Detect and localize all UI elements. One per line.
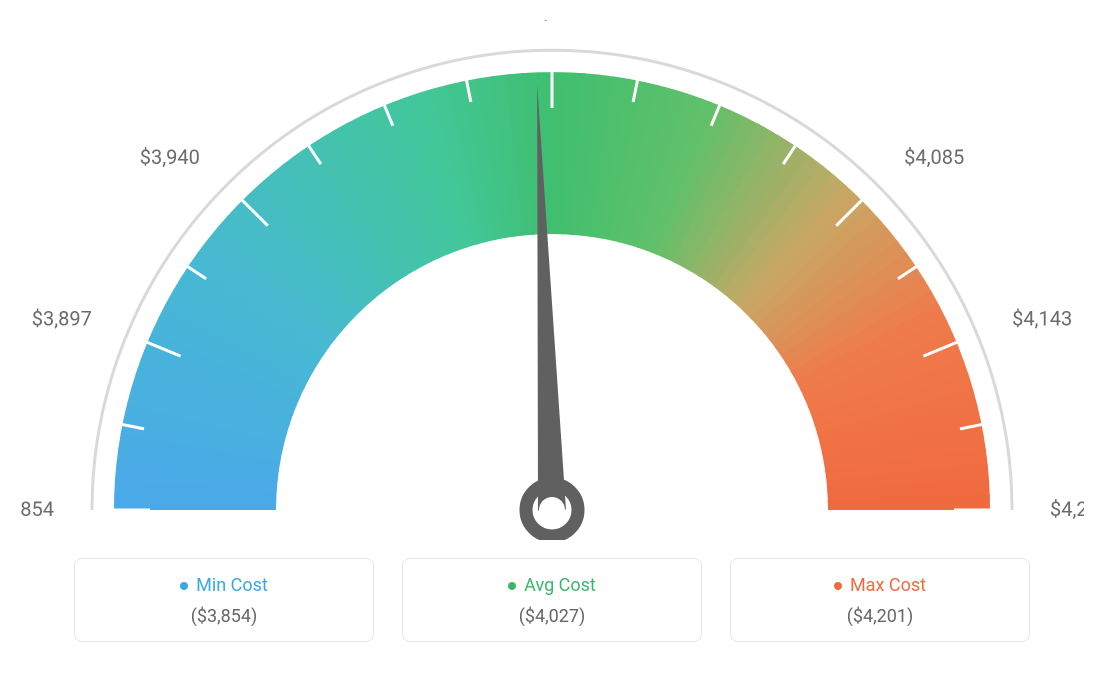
legend-value-min: ($3,854) [75,606,373,627]
legend-row: Min Cost ($3,854) Avg Cost ($4,027) Max … [20,558,1084,642]
gauge-tick-label: $4,201 [1050,497,1084,521]
legend-dot-max [834,582,842,590]
legend-label-min: Min Cost [196,575,268,596]
legend-dot-avg [508,582,516,590]
gauge-tick-label: $4,027 [522,20,582,23]
legend-value-avg: ($4,027) [403,606,701,627]
legend-label-max: Max Cost [850,575,926,596]
legend-dot-min [180,582,188,590]
cost-gauge-chart: $3,854 $3,897 $3,940 $4,027 $4,085 $4,143 $4,2… [20,20,1084,642]
gauge-tick-label: $3,897 [32,306,92,330]
legend-title-avg: Avg Cost [403,575,701,596]
legend-card-max: Max Cost ($4,201) [730,558,1030,642]
gauge-tick-label: $4,143 [1012,306,1072,330]
legend-title-max: Max Cost [731,575,1029,596]
legend-card-min: Min Cost ($3,854) [74,558,374,642]
gauge-tick-label: $4,085 [904,145,964,169]
gauge-svg: $3,854 $3,897 $3,940 $4,027 $4,085 $4,143 $4,2… [20,20,1084,540]
gauge-tick-label: $3,854 [20,497,54,521]
legend-label-avg: Avg Cost [524,575,596,596]
legend-title-min: Min Cost [75,575,373,596]
legend-value-max: ($4,201) [731,606,1029,627]
legend-card-avg: Avg Cost ($4,027) [402,558,702,642]
gauge-tick-label: $3,940 [140,145,200,169]
